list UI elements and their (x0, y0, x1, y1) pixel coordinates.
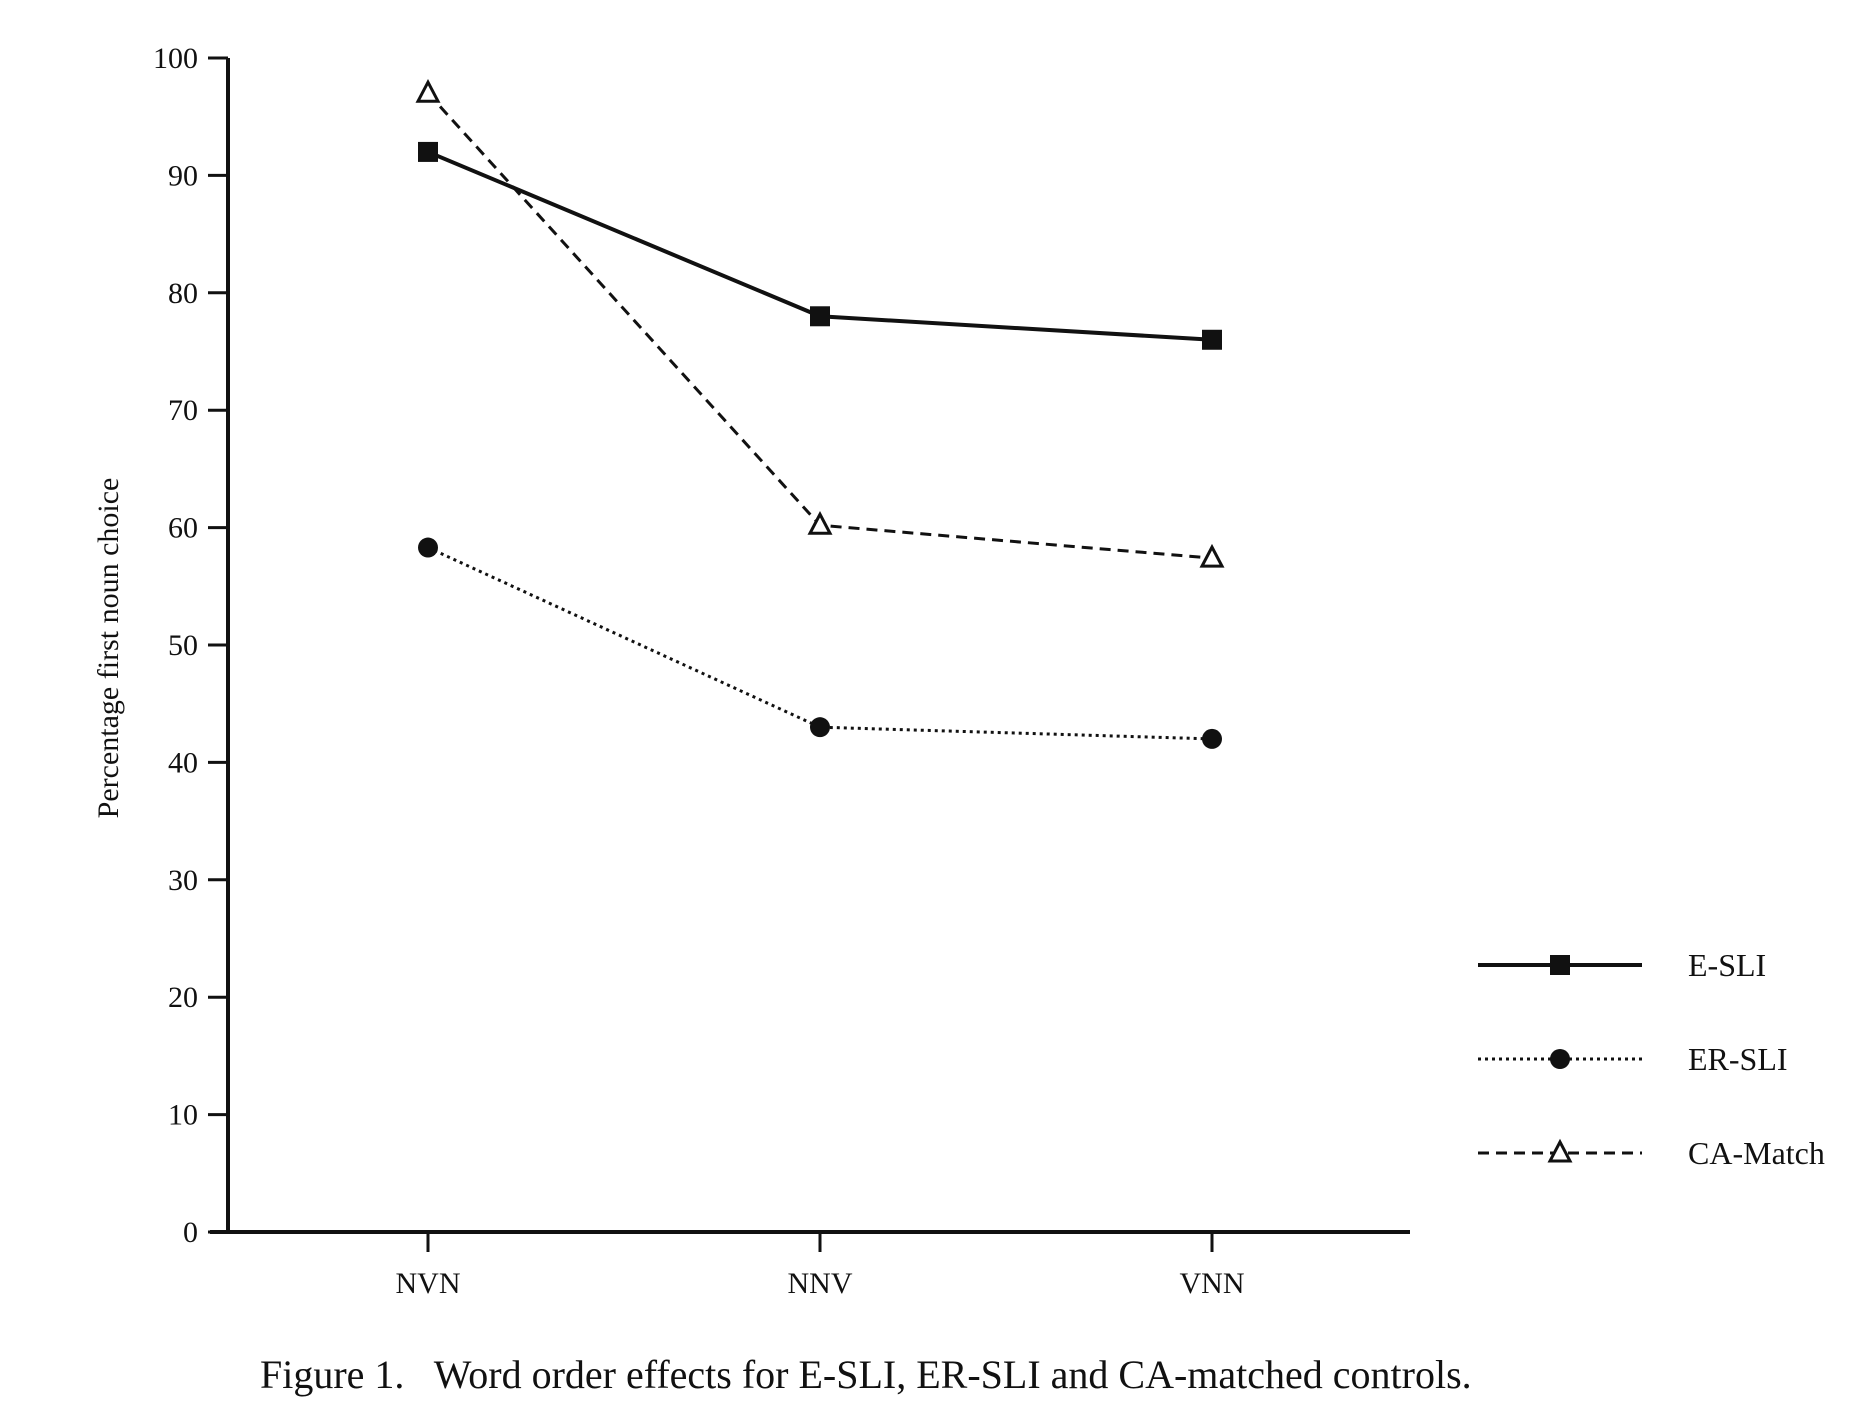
data-point-er-sli-vnn (1202, 728, 1222, 749)
figure-caption: Figure 1. Word order effects for E-SLI, … (260, 1352, 1472, 1397)
x-tick-label-vnn: VNN (1180, 1267, 1245, 1300)
y-tick-label: 30 (168, 864, 198, 897)
legend-item-e-sli: E-SLI (1478, 947, 1766, 983)
legend-marker-ca-match (1547, 1138, 1573, 1163)
legend-label-er-sli: ER-SLI (1688, 1041, 1788, 1077)
y-tick-label: 100 (153, 42, 198, 75)
data-point-er-sli-nvn (418, 537, 438, 558)
legend-marker-er-sli (1550, 1049, 1570, 1069)
data-point-ca-match-nvn (415, 78, 441, 103)
y-axis-title: Percentage first noun choice (92, 478, 125, 819)
x-tick-label-nnv: NNV (788, 1267, 853, 1300)
y-tick-label: 0 (183, 1216, 198, 1249)
plot-area: 0 10 20 30 40 50 60 70 80 90 100 NVN NNV VNN (153, 42, 1410, 1300)
series-ca-match (415, 78, 1225, 568)
series-line-er-sli (427, 546, 1213, 741)
y-ticks: 0 10 20 30 40 50 60 70 80 90 100 (153, 42, 228, 1249)
x-tick-label-nvn: NVN (396, 1267, 461, 1300)
legend: E-SLI ER-SLI CA-Match (1478, 947, 1825, 1171)
legend-label-ca-match: CA-Match (1688, 1135, 1825, 1171)
data-point-e-sli-nvn (418, 141, 438, 162)
data-point-e-sli-nnv (810, 306, 830, 327)
y-tick-label: 60 (168, 512, 198, 545)
series-e-sli (418, 141, 1222, 350)
data-point-ca-match-nnv (807, 511, 833, 535)
series-er-sli (418, 537, 1222, 749)
legend-item-ca-match: CA-Match (1478, 1135, 1825, 1171)
y-tick-label: 80 (168, 277, 198, 310)
data-point-er-sli-nnv (810, 717, 830, 738)
legend-label-e-sli: E-SLI (1688, 947, 1766, 983)
y-tick-label: 90 (168, 159, 198, 192)
y-tick-label: 20 (168, 981, 198, 1014)
legend-marker-e-sli (1550, 955, 1570, 975)
data-point-e-sli-vnn (1202, 329, 1222, 350)
y-tick-label: 10 (168, 1099, 198, 1132)
series-layer (415, 78, 1225, 749)
data-point-ca-match-vnn (1199, 543, 1225, 568)
legend-item-er-sli: ER-SLI (1478, 1041, 1788, 1077)
y-tick-label: 50 (168, 629, 198, 662)
y-tick-label: 70 (168, 394, 198, 427)
x-ticks: NVN NNV VNN (396, 1232, 1245, 1300)
y-tick-label: 40 (168, 746, 198, 779)
